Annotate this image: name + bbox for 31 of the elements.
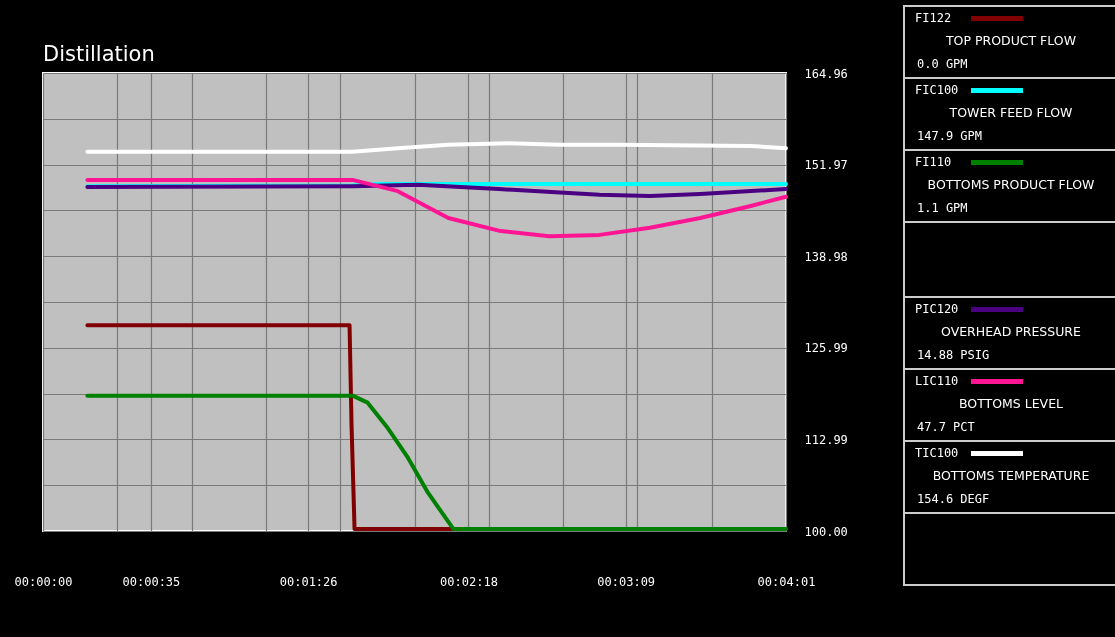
text: 14.88 PSIG	[917, 348, 990, 362]
text: TOP PRODUCT FLOW	[944, 33, 1078, 48]
y-tick-label: 100.00	[804, 524, 848, 539]
legend-label: LIC110	[915, 374, 959, 388]
x-tick-label: 00:04:01	[757, 574, 816, 589]
x-tick-label: 00:00:35	[122, 574, 181, 589]
legend-label: TIC100	[915, 446, 959, 460]
text: TOWER FEED FLOW	[948, 105, 1074, 120]
text: OVERHEAD PRESSURE	[940, 324, 1082, 339]
text: BOTTOMS PRODUCT FLOW	[926, 177, 1096, 192]
text: BOTTOMS LEVEL	[957, 396, 1065, 411]
y-tick-label: 112.99	[804, 432, 848, 447]
text: 154.6 DEGF	[917, 492, 990, 506]
y-tick-label: 125.99	[804, 341, 848, 356]
legend-label: PIC120	[915, 302, 959, 316]
x-tick-label: 00:01:26	[279, 574, 338, 589]
y-tick-label: 138.98	[804, 249, 848, 264]
text: 47.7 PCT	[917, 420, 975, 434]
text: 0.0 GPM	[917, 57, 968, 71]
legend-label: FIC100	[915, 83, 959, 97]
y-tick-label: 164.96	[804, 66, 848, 81]
chart-title: Distillation	[43, 42, 155, 66]
text: 1.1 GPM	[917, 201, 968, 215]
legend-label: FI122	[915, 11, 952, 25]
y-tick-label: 151.97	[804, 158, 848, 173]
text: BOTTOMS TEMPERATURE	[931, 468, 1091, 483]
x-tick-label: 00:03:09	[597, 574, 656, 589]
x-tick-label: 00:02:18	[440, 574, 498, 589]
legend-label: FI110	[915, 155, 952, 169]
x-tick-label: 00:00:00	[14, 574, 73, 589]
text: 147.9 GPM	[917, 129, 983, 143]
